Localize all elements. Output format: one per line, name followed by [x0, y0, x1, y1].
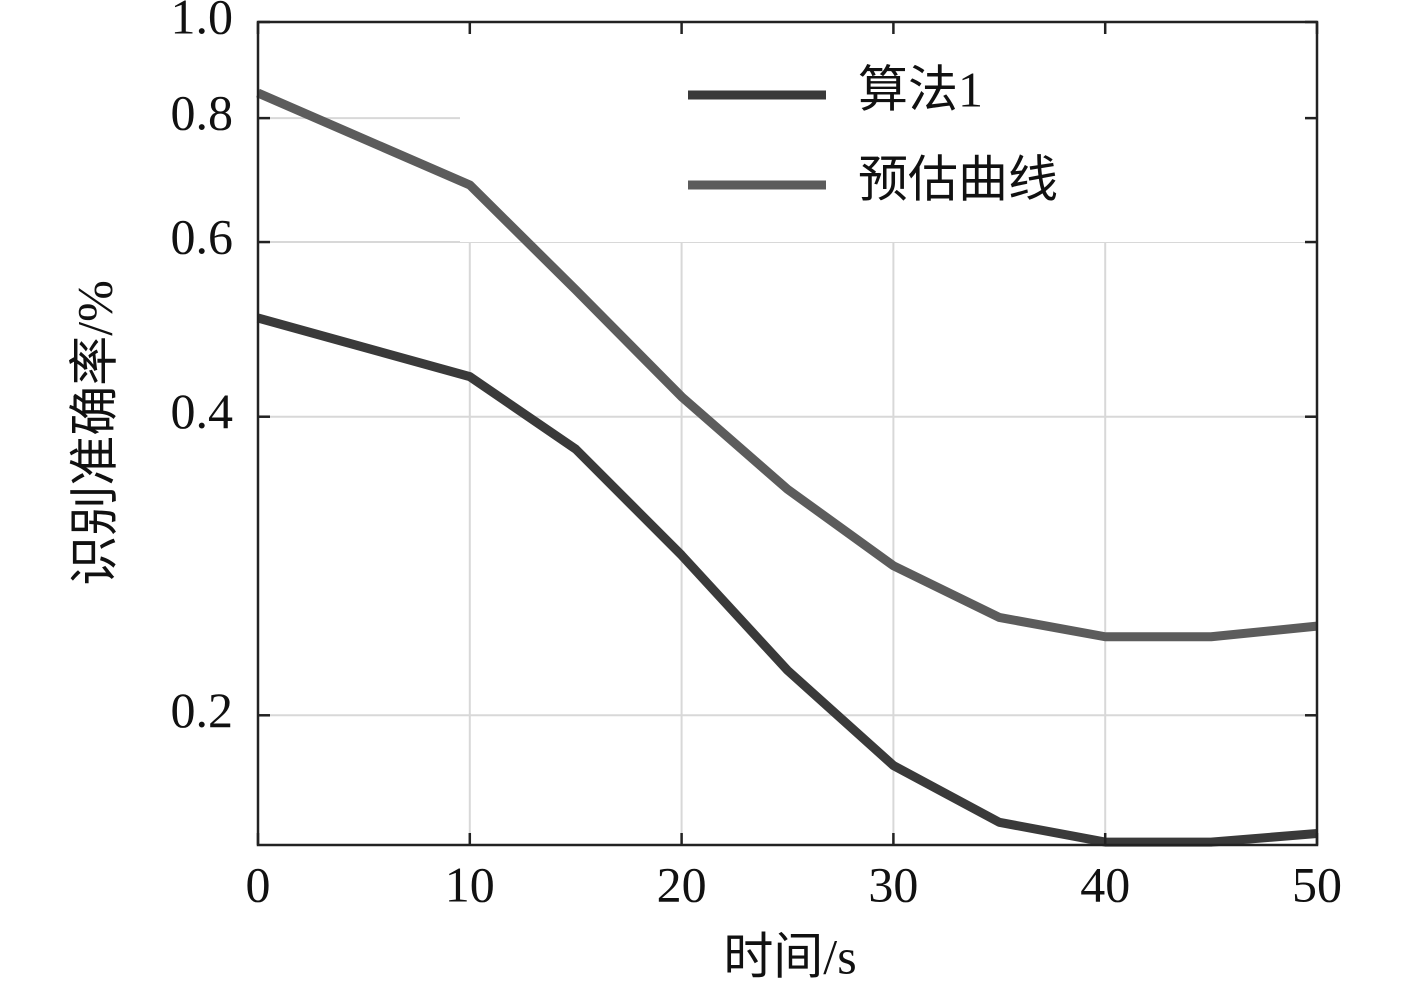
data-line	[256, 88, 1318, 642]
legend-label: 预估曲线	[858, 151, 1058, 207]
y-tick-label: 0.8	[171, 85, 234, 141]
x-tick-label: 0	[246, 856, 271, 912]
x-tick-label: 10	[445, 856, 495, 912]
data-line	[256, 313, 1318, 847]
x-tick-label: 20	[657, 856, 707, 912]
y-axis-label: 识别准确率/%	[66, 280, 122, 586]
x-tick-label: 30	[868, 856, 918, 912]
y-tick-label: 0.6	[171, 209, 234, 265]
legend-label: 算法1	[858, 61, 983, 117]
y-tick-label: 0.4	[171, 383, 234, 439]
legend-box	[460, 24, 1310, 242]
y-tick-label: 0.2	[171, 682, 234, 738]
x-tick-label: 40	[1080, 856, 1130, 912]
y-tick-label: 1.0	[171, 0, 234, 44]
x-axis-label: 时间/s	[723, 928, 856, 984]
plot-frame	[256, 20, 1319, 847]
x-tick-label: 50	[1292, 856, 1342, 912]
